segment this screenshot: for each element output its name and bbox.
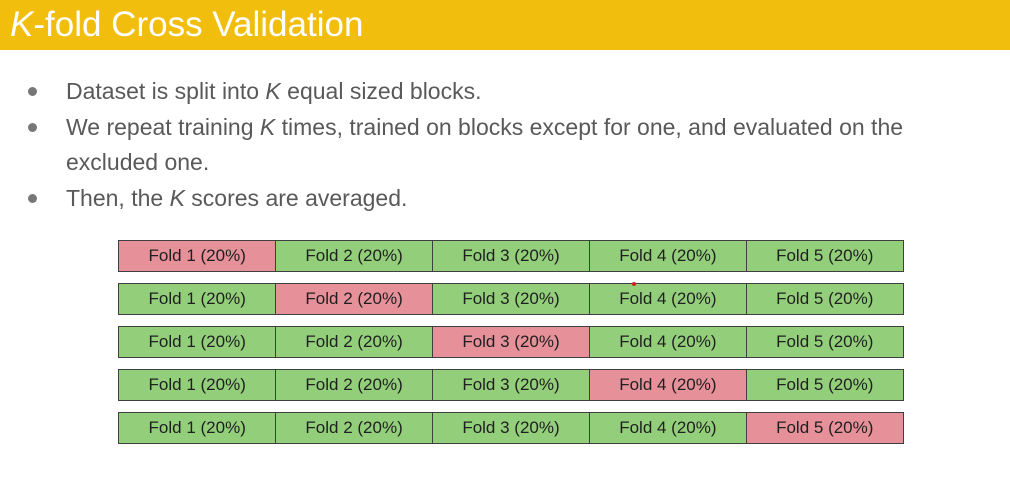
- fold-row-1: Fold 1 (20%) Fold 2 (20%) Fold 3 (20%) Fold…: [118, 240, 910, 272]
- train-fold-cell: Fold 3 (20%): [431, 369, 591, 401]
- test-fold-cell: Fold 3 (20%): [431, 326, 591, 358]
- title-rest: -fold Cross Validation: [33, 5, 364, 44]
- test-fold-cell: Fold 2 (20%): [274, 283, 434, 315]
- train-fold-cell: Fold 3 (20%): [431, 283, 591, 315]
- train-fold-cell: Fold 3 (20%): [431, 412, 591, 444]
- fold-row-2: Fold 1 (20%) Fold 2 (20%) Fold 3 (20%) Fold…: [118, 283, 910, 315]
- train-fold-cell: Fold 1 (20%): [118, 412, 277, 444]
- title-k: K: [10, 5, 34, 44]
- bullet-text-continuation: excluded one.: [66, 149, 210, 175]
- train-fold-cell: Fold 1 (20%): [118, 283, 277, 315]
- bullet-text: Then, the K scores are averaged.: [66, 185, 408, 211]
- bullet-dot-icon: [28, 87, 37, 96]
- test-fold-cell: Fold 1 (20%): [118, 240, 277, 272]
- fold-row-4: Fold 1 (20%) Fold 2 (20%) Fold 3 (20%) Fold…: [118, 369, 910, 401]
- train-fold-cell: Fold 5 (20%): [745, 240, 904, 272]
- bullet-dot-icon: [28, 194, 37, 203]
- train-fold-cell: Fold 5 (20%): [745, 283, 904, 315]
- fold-row-5: Fold 1 (20%) Fold 2 (20%) Fold 3 (20%) Fold…: [118, 412, 910, 444]
- train-fold-cell: Fold 4 (20%): [588, 240, 748, 272]
- bullet-text: We repeat training K times, trained on b…: [66, 114, 904, 140]
- train-fold-cell: Fold 2 (20%): [274, 326, 434, 358]
- train-fold-cell: Fold 2 (20%): [274, 412, 434, 444]
- test-fold-cell: Fold 4 (20%): [588, 369, 748, 401]
- train-fold-cell: Fold 4 (20%): [588, 412, 748, 444]
- train-fold-cell: Fold 3 (20%): [431, 240, 591, 272]
- train-fold-cell: Fold 4 (20%): [588, 283, 748, 315]
- train-fold-cell: Fold 2 (20%): [274, 240, 434, 272]
- train-fold-cell: Fold 1 (20%): [118, 326, 277, 358]
- train-fold-cell: Fold 5 (20%): [745, 369, 904, 401]
- train-fold-cell: Fold 4 (20%): [588, 326, 748, 358]
- bullet-text: Dataset is split into K equal sized bloc…: [66, 78, 482, 104]
- fold-row-3: Fold 1 (20%) Fold 2 (20%) Fold 3 (20%) Fold…: [118, 326, 910, 358]
- title-bar: K-fold Cross Validation: [0, 0, 1010, 50]
- test-fold-cell: Fold 5 (20%): [745, 412, 904, 444]
- slide-title: K-fold Cross Validation: [10, 2, 363, 48]
- train-fold-cell: Fold 5 (20%): [745, 326, 904, 358]
- laser-pointer-dot: [632, 282, 636, 286]
- train-fold-cell: Fold 1 (20%): [118, 369, 277, 401]
- train-fold-cell: Fold 2 (20%): [274, 369, 434, 401]
- bullet-dot-icon: [28, 123, 37, 132]
